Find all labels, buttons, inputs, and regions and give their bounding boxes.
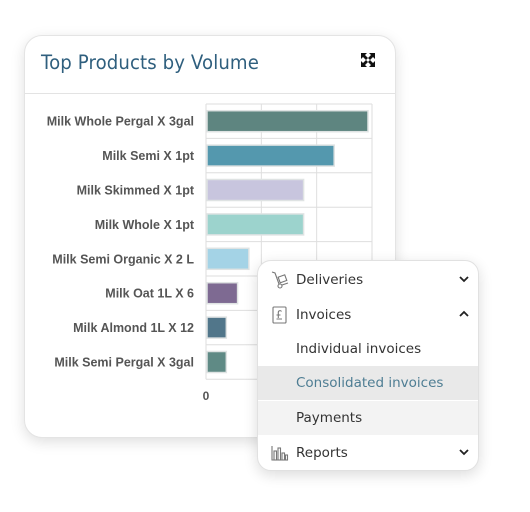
card-title: Top Products by Volume <box>41 51 259 74</box>
bar-chart-icon <box>270 443 290 463</box>
hand-truck-icon <box>270 270 290 290</box>
chevron-down-icon <box>458 446 470 458</box>
navigation-menu: Deliveries Invoices Individual invoices … <box>257 260 479 471</box>
bar[interactable] <box>206 350 228 374</box>
bar[interactable] <box>206 247 250 271</box>
chevron-down-icon <box>458 273 470 285</box>
menu-item-label: Individual invoices <box>296 341 422 357</box>
menu-item-label: Invoices <box>296 307 352 323</box>
bar[interactable] <box>206 109 369 133</box>
menu-item-reports[interactable]: Reports <box>258 436 478 470</box>
expand-arrows-icon[interactable] <box>359 51 377 69</box>
bar[interactable] <box>206 281 239 305</box>
bar[interactable] <box>206 316 228 339</box>
menu-item-deliveries[interactable]: Deliveries <box>258 263 478 297</box>
category-label: Milk Skimmed X 1pt <box>77 184 195 198</box>
menu-item-label: Reports <box>296 445 348 461</box>
bar[interactable] <box>206 213 305 236</box>
menu-item-payments[interactable]: Payments <box>258 401 478 435</box>
category-label: Milk Oat 1L X 6 <box>105 287 194 301</box>
menu-item-label: Consolidated invoices <box>296 375 444 391</box>
card-header: Top Products by Volume <box>25 36 395 94</box>
category-label: Milk Almond 1L X 12 <box>73 321 194 335</box>
x-tick-label: 0 <box>203 389 210 403</box>
category-label: Milk Semi Pergal X 3gal <box>54 356 194 370</box>
category-label: Milk Whole Pergal X 3gal <box>47 115 194 129</box>
category-label: Milk Semi X 1pt <box>102 149 195 163</box>
category-label: Milk Semi Organic X 2 L <box>52 252 194 266</box>
menu-item-individual-invoices[interactable]: Individual invoices <box>258 332 478 366</box>
menu-item-consolidated-invoices[interactable]: Consolidated invoices <box>258 366 478 400</box>
bar[interactable] <box>206 178 305 202</box>
menu-item-invoices[interactable]: Invoices <box>258 298 478 332</box>
pound-document-icon <box>270 305 290 325</box>
menu-item-label: Deliveries <box>296 272 364 288</box>
bar[interactable] <box>206 144 335 167</box>
menu-item-label: Payments <box>296 410 363 426</box>
chevron-up-icon <box>458 308 470 320</box>
category-label: Milk Whole X 1pt <box>95 218 195 232</box>
